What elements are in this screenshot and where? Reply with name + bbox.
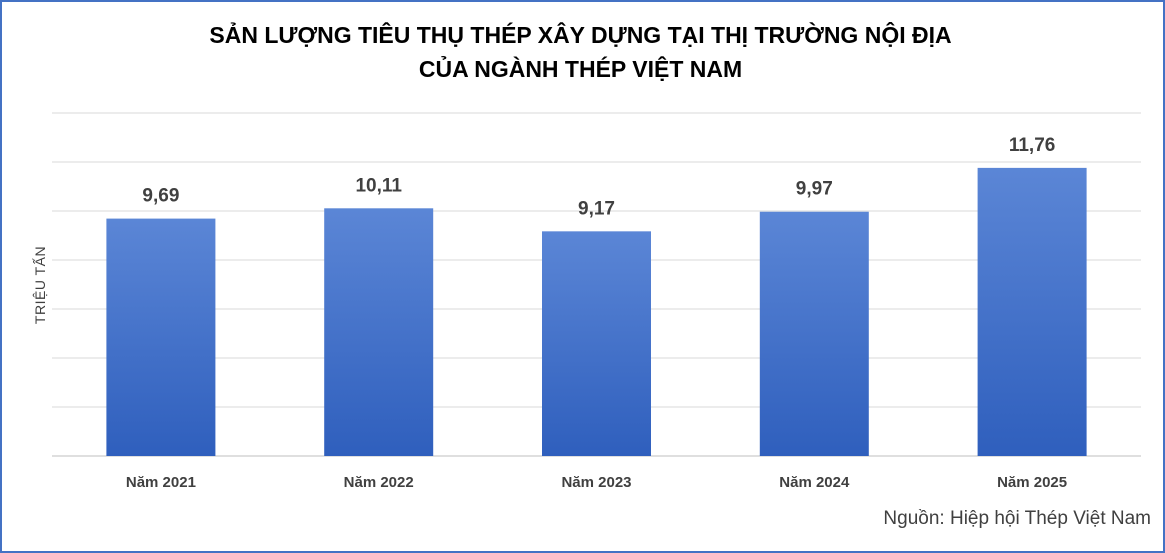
x-tick-label-4: Năm 2024: [779, 474, 850, 491]
x-tick-labels: Năm 2021 Năm 2022 Năm 2023 Năm 2024 Năm 2025: [126, 474, 1067, 491]
x-tick-label-3: Năm 2023: [561, 474, 631, 491]
x-tick-label-5: Năm 2025: [997, 474, 1067, 491]
data-label-3: 9,17: [578, 198, 615, 219]
bar-3: [542, 231, 651, 456]
data-label-4: 9,97: [796, 179, 833, 200]
data-labels: 9,69 10,11 9,17 9,97 11,76: [142, 135, 1055, 219]
bar-5: [977, 167, 1087, 456]
bar-2: [324, 208, 434, 456]
bar-1: [106, 218, 216, 456]
data-label-1: 9,69: [142, 186, 179, 207]
x-tick-label-2: Năm 2022: [344, 474, 414, 491]
chart-title-line2: CỦA NGÀNH THÉP VIỆT NAM: [418, 56, 743, 82]
data-label-5: 11,76: [1009, 135, 1056, 156]
chart-title-line1: SẢN LƯỢNG TIÊU THỤ THÉP XÂY DỰNG TẠI THỊ…: [209, 22, 952, 48]
data-label-2: 10,11: [355, 175, 402, 196]
source-note: Nguồn: Hiệp hội Thép Việt Nam: [883, 508, 1151, 529]
chart-title: SẢN LƯỢNG TIÊU THỤ THÉP XÂY DỰNG TẠI THỊ…: [0, 18, 1161, 86]
bar-4: [759, 211, 869, 456]
x-tick-label-1: Năm 2021: [126, 474, 196, 491]
bars: [106, 167, 1087, 456]
